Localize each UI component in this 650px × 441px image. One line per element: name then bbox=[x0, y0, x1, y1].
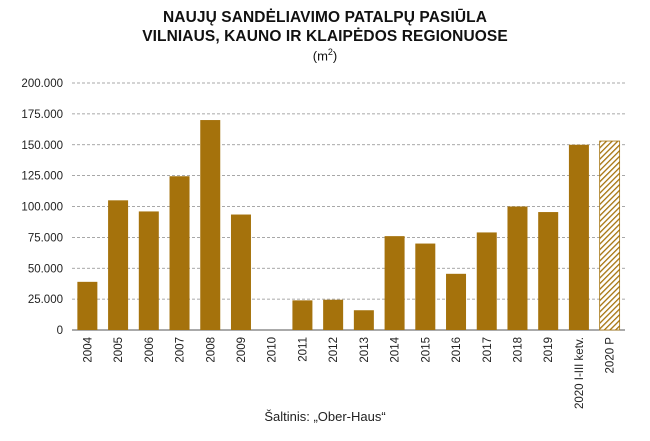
x-tick-label: 2015 bbox=[420, 337, 432, 363]
bar bbox=[292, 300, 313, 330]
x-tick-label: 2016 bbox=[451, 337, 463, 363]
y-tick-label: 200.000 bbox=[21, 78, 63, 90]
chart-title-line1: NAUJŲ SANDĖLIAVIMO PATALPŲ PASIŪLA bbox=[162, 9, 488, 26]
bar bbox=[568, 144, 589, 330]
x-tick-label: 2008 bbox=[205, 337, 217, 363]
bar bbox=[415, 243, 436, 330]
bar bbox=[538, 212, 559, 330]
x-tick-label: 2012 bbox=[328, 337, 340, 363]
chart-title-line2: VILNIAUS, KAUNO IR KLAIPĖDOS REGIONUOSE bbox=[142, 28, 508, 45]
y-tick-label: 175.000 bbox=[21, 109, 63, 121]
y-tick-label: 25.000 bbox=[28, 294, 63, 306]
x-tick-label: 2018 bbox=[512, 337, 524, 363]
unit-superscript: 2 bbox=[327, 47, 333, 57]
y-tick-label: 100.000 bbox=[21, 202, 63, 214]
chart-unit: (m2) bbox=[312, 47, 338, 64]
bar bbox=[138, 211, 159, 330]
y-tick-label: 50.000 bbox=[28, 263, 63, 275]
x-tick-label: 2013 bbox=[359, 337, 371, 363]
bar bbox=[384, 236, 405, 330]
x-tick-label: 2011 bbox=[297, 337, 309, 362]
bar-forecast bbox=[599, 140, 621, 331]
bar bbox=[108, 200, 129, 330]
bar bbox=[353, 310, 374, 330]
source-note: Šaltinis: „Ober-Haus“ bbox=[264, 409, 386, 424]
x-tick-label: 2020 P bbox=[605, 337, 617, 374]
bar bbox=[507, 206, 528, 330]
bar bbox=[446, 273, 467, 330]
y-tick-label: 125.000 bbox=[21, 171, 63, 183]
x-tick-label: 2005 bbox=[113, 337, 125, 363]
y-tick-label: 75.000 bbox=[28, 232, 63, 244]
bar bbox=[200, 120, 221, 330]
x-tick-label: 2014 bbox=[390, 336, 402, 362]
bar bbox=[230, 214, 251, 330]
x-tick-label: 2009 bbox=[236, 337, 248, 363]
x-tick-label: 2020 I-III ketv. bbox=[574, 337, 586, 409]
x-tick-label: 2017 bbox=[482, 337, 494, 363]
bar bbox=[77, 281, 98, 330]
y-tick-label: 0 bbox=[57, 325, 63, 337]
x-tick-label: 2004 bbox=[82, 336, 94, 362]
x-tick-label: 2019 bbox=[543, 337, 555, 363]
bar bbox=[323, 299, 344, 330]
unit-base: m bbox=[317, 48, 328, 64]
bar bbox=[476, 232, 497, 330]
x-tick-label: 2007 bbox=[175, 337, 187, 363]
x-tick-label: 2010 bbox=[267, 337, 279, 363]
bar bbox=[169, 176, 190, 330]
x-tick-label: 2006 bbox=[144, 337, 156, 363]
y-tick-label: 150.000 bbox=[21, 140, 63, 152]
